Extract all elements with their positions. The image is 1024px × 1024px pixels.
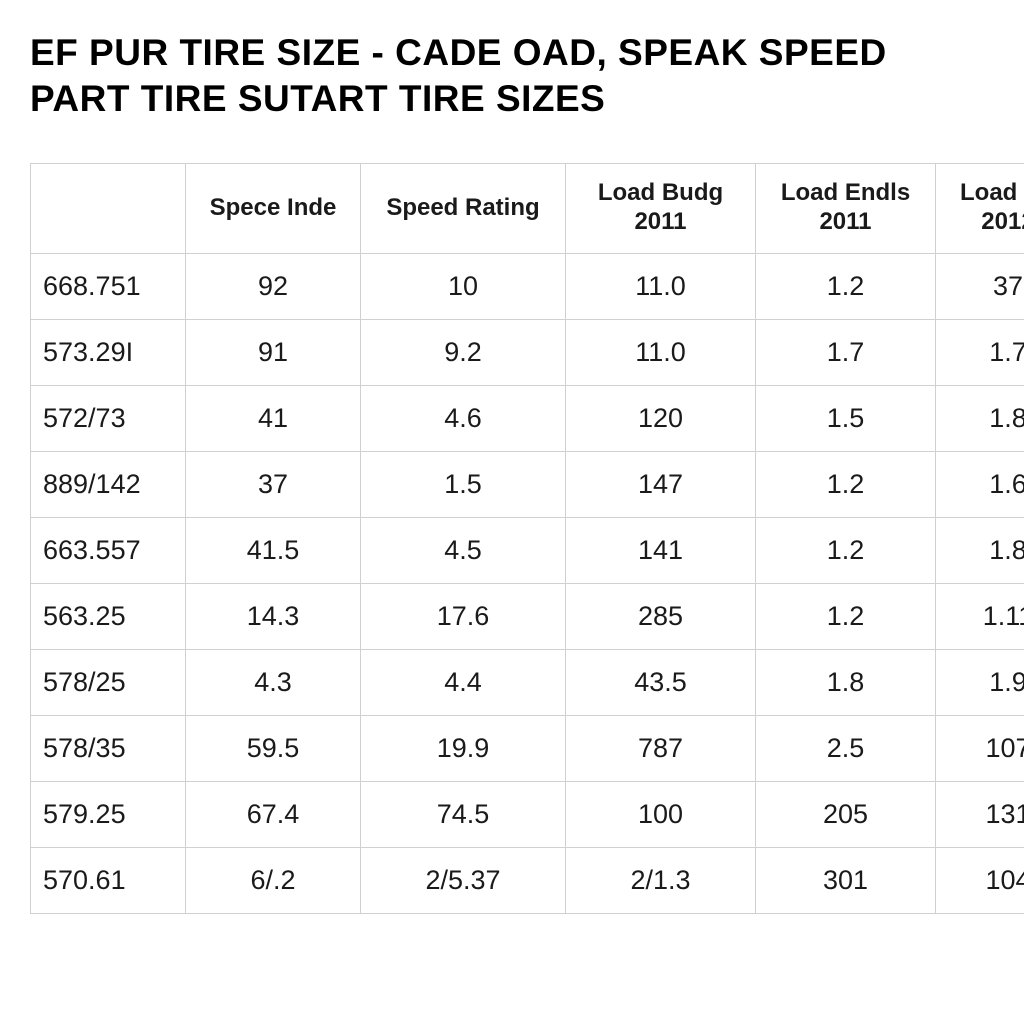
cell: 10 — [361, 253, 566, 319]
cell: 4.3 — [186, 649, 361, 715]
title-line-1: EF PUR TIRE SIZE - CADE OAD, SPEAK SPEED — [30, 32, 887, 73]
cell: 1.5 — [361, 451, 566, 517]
tire-size-table: Spece Inde Speed Rating Load Budg 2011 L… — [30, 163, 1024, 914]
table-row: 563.25 14.3 17.6 285 1.2 1.11 — [31, 583, 1024, 649]
cell: 301 — [756, 847, 936, 913]
cell: 141 — [566, 517, 756, 583]
cell: 578/35 — [31, 715, 186, 781]
table-body: 668.751 92 10 11.0 1.2 37 573.29І 91 9.2… — [31, 253, 1024, 913]
cell: 91 — [186, 319, 361, 385]
cell: 59.5 — [186, 715, 361, 781]
col-header-3: Load Budg 2011 — [566, 163, 756, 253]
col-header-2: Speed Rating — [361, 163, 566, 253]
cell: 1.2 — [756, 253, 936, 319]
cell: 573.29І — [31, 319, 186, 385]
cell: 572/73 — [31, 385, 186, 451]
col-header-1: Spece Inde — [186, 163, 361, 253]
cell: 4.5 — [361, 517, 566, 583]
cell: 579.25 — [31, 781, 186, 847]
cell: 1.6 — [936, 451, 1024, 517]
title-line-2: PART TIRE SUTART TIRE SIZES — [30, 78, 605, 119]
cell: 37 — [186, 451, 361, 517]
cell: 1.11 — [936, 583, 1024, 649]
cell: 41 — [186, 385, 361, 451]
cell: 147 — [566, 451, 756, 517]
cell: 1.2 — [756, 517, 936, 583]
table-row: 663.557 41.5 4.5 141 1.2 1.8 — [31, 517, 1024, 583]
table-row: 573.29І 91 9.2 11.0 1.7 1.7 — [31, 319, 1024, 385]
cell: 2/5.37 — [361, 847, 566, 913]
cell: 1.7 — [756, 319, 936, 385]
cell: 4.6 — [361, 385, 566, 451]
cell: 563.25 — [31, 583, 186, 649]
table-row: 578/25 4.3 4.4 43.5 1.8 1.9 — [31, 649, 1024, 715]
cell: 285 — [566, 583, 756, 649]
col-header-0 — [31, 163, 186, 253]
cell: 889/142 — [31, 451, 186, 517]
cell: 1.8 — [936, 385, 1024, 451]
cell: 578/25 — [31, 649, 186, 715]
table-row: 570.61 6/.2 2/5.37 2/1.3 301 104 — [31, 847, 1024, 913]
cell: 6/.2 — [186, 847, 361, 913]
cell: 4.4 — [361, 649, 566, 715]
table-row: 579.25 67.4 74.5 100 205 131 — [31, 781, 1024, 847]
cell: 1.8 — [936, 517, 1024, 583]
cell: 11.0 — [566, 253, 756, 319]
cell: 67.4 — [186, 781, 361, 847]
table-header-row: Spece Inde Speed Rating Load Budg 2011 L… — [31, 163, 1024, 253]
cell: 120 — [566, 385, 756, 451]
cell: 570.61 — [31, 847, 186, 913]
cell: 1.9 — [936, 649, 1024, 715]
cell: 37 — [936, 253, 1024, 319]
page-title: EF PUR TIRE SIZE - CADE OAD, SPEAK SPEED… — [30, 30, 1024, 123]
cell: 1.5 — [756, 385, 936, 451]
cell: 14.3 — [186, 583, 361, 649]
cell: 2/1.3 — [566, 847, 756, 913]
cell: 1.8 — [756, 649, 936, 715]
cell: 104 — [936, 847, 1024, 913]
cell: 668.751 — [31, 253, 186, 319]
cell: 1.2 — [756, 583, 936, 649]
table-row: 668.751 92 10 11.0 1.2 37 — [31, 253, 1024, 319]
table-row: 572/73 41 4.6 120 1.5 1.8 — [31, 385, 1024, 451]
cell: 2.5 — [756, 715, 936, 781]
cell: 787 — [566, 715, 756, 781]
table-row: 578/35 59.5 19.9 787 2.5 107 — [31, 715, 1024, 781]
cell: 74.5 — [361, 781, 566, 847]
cell: 41.5 — [186, 517, 361, 583]
cell: 1.2 — [756, 451, 936, 517]
cell: 43.5 — [566, 649, 756, 715]
cell: 107 — [936, 715, 1024, 781]
cell: 11.0 — [566, 319, 756, 385]
cell: 100 — [566, 781, 756, 847]
table-row: 889/142 37 1.5 147 1.2 1.6 — [31, 451, 1024, 517]
cell: 1.7 — [936, 319, 1024, 385]
cell: 205 — [756, 781, 936, 847]
cell: 131 — [936, 781, 1024, 847]
cell: 19.9 — [361, 715, 566, 781]
cell: 663.557 — [31, 517, 186, 583]
cell: 92 — [186, 253, 361, 319]
cell: 17.6 — [361, 583, 566, 649]
cell: 9.2 — [361, 319, 566, 385]
col-header-4: Load Endls 2011 — [756, 163, 936, 253]
col-header-5: Load Ro 2012 — [936, 163, 1024, 253]
